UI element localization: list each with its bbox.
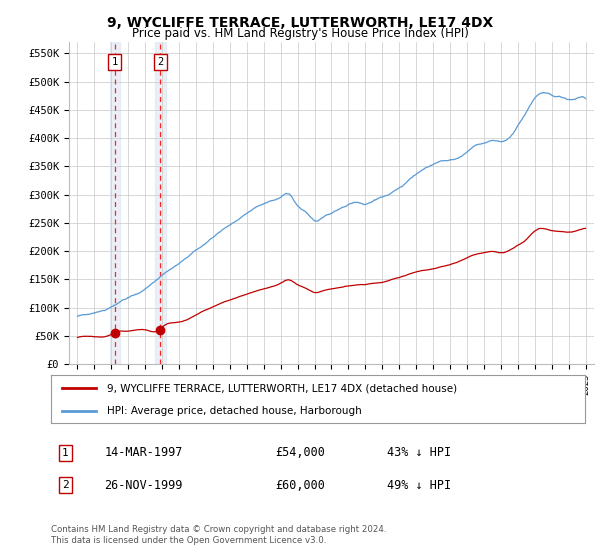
Text: 14-MAR-1997: 14-MAR-1997: [104, 446, 183, 459]
Bar: [155, 42, 166, 364]
Text: 9, WYCLIFFE TERRACE, LUTTERWORTH, LE17 4DX (detached house): 9, WYCLIFFE TERRACE, LUTTERWORTH, LE17 4…: [107, 383, 457, 393]
Text: 49% ↓ HPI: 49% ↓ HPI: [388, 478, 452, 492]
Text: £54,000: £54,000: [275, 446, 325, 459]
Bar: [110, 42, 120, 364]
Text: 1: 1: [112, 57, 118, 67]
Text: Contains HM Land Registry data © Crown copyright and database right 2024.
This d: Contains HM Land Registry data © Crown c…: [51, 525, 386, 545]
Text: 9, WYCLIFFE TERRACE, LUTTERWORTH, LE17 4DX: 9, WYCLIFFE TERRACE, LUTTERWORTH, LE17 4…: [107, 16, 493, 30]
Text: 1: 1: [62, 448, 68, 458]
Text: 26-NOV-1999: 26-NOV-1999: [104, 478, 183, 492]
Text: HPI: Average price, detached house, Harborough: HPI: Average price, detached house, Harb…: [107, 406, 362, 416]
Text: 43% ↓ HPI: 43% ↓ HPI: [388, 446, 452, 459]
Text: 2: 2: [62, 480, 68, 490]
Text: £60,000: £60,000: [275, 478, 325, 492]
Text: Price paid vs. HM Land Registry's House Price Index (HPI): Price paid vs. HM Land Registry's House …: [131, 27, 469, 40]
Text: 2: 2: [157, 57, 164, 67]
